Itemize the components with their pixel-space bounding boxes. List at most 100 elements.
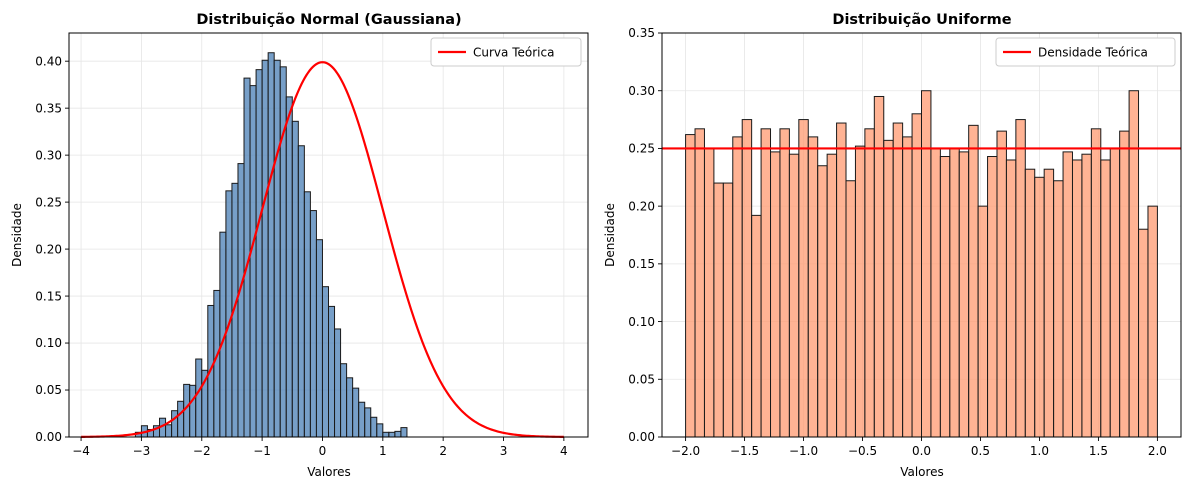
normal-bar-34 bbox=[340, 363, 348, 438]
uniform-ytick-label-6: 0.30 bbox=[628, 84, 655, 98]
normal-ytick-label-3: 0.15 bbox=[35, 289, 62, 303]
uniform-bar-23 bbox=[902, 136, 913, 438]
uniform-bar-38 bbox=[1043, 168, 1055, 438]
uniform-bar-39 bbox=[1053, 180, 1064, 438]
uniform-bar-16 bbox=[836, 122, 847, 438]
uniform-xtick-label-0: −2.0 bbox=[671, 444, 700, 458]
uniform-bar-41 bbox=[1071, 159, 1083, 438]
uniform-bar-32 bbox=[987, 156, 998, 438]
normal-xtick-label-0: −4 bbox=[72, 444, 90, 458]
normal-theoretical-curve bbox=[81, 61, 564, 438]
uniform-xtick-label-2: −1.0 bbox=[789, 444, 818, 458]
uniform-bar-0 bbox=[685, 134, 696, 438]
uniform-bar-19 bbox=[864, 128, 875, 438]
normal-ytick-label-6: 0.30 bbox=[35, 148, 62, 162]
uniform-bar-14 bbox=[817, 165, 828, 438]
uniform-ytick-label-0: 0.00 bbox=[628, 430, 655, 444]
uniform-bar-26 bbox=[930, 147, 941, 438]
uniform-bar-33 bbox=[996, 130, 1007, 438]
normal-bar-26 bbox=[291, 120, 299, 438]
normal-bar-29 bbox=[309, 210, 317, 438]
uniform-xtick-label-5: 0.5 bbox=[971, 444, 990, 458]
normal-bar-41 bbox=[382, 431, 390, 438]
uniform-legend-box bbox=[995, 37, 1176, 67]
uniform-bar-12 bbox=[798, 119, 809, 438]
uniform-ytick-label-1: 0.05 bbox=[628, 372, 655, 386]
uniform-bar-30 bbox=[968, 124, 979, 438]
uniform-bar-49 bbox=[1147, 205, 1158, 438]
uniform-xtick-label-6: 1.0 bbox=[1030, 444, 1049, 458]
normal-bar-9 bbox=[189, 384, 197, 438]
uniform-bar-1 bbox=[694, 128, 705, 438]
uniform-bar-45 bbox=[1109, 147, 1121, 438]
normal-bar-38 bbox=[364, 407, 372, 438]
uniform-bar-18 bbox=[854, 145, 866, 438]
uniform-bar-31 bbox=[977, 205, 989, 438]
uniform-xtick-label-1: −1.5 bbox=[730, 444, 759, 458]
uniform-x-axis-label: Valores bbox=[900, 465, 944, 479]
normal-bar-35 bbox=[346, 377, 354, 438]
uniform-ytick-label-7: 0.35 bbox=[628, 26, 655, 40]
uniform-bar-8 bbox=[760, 128, 772, 438]
normal-xtick-label-7: 3 bbox=[500, 444, 508, 458]
normal-bar-5 bbox=[165, 424, 173, 438]
normal-y-axis-label: Densidade bbox=[10, 203, 24, 267]
uniform-bar-34 bbox=[1005, 159, 1017, 438]
uniform-ytick-label-2: 0.10 bbox=[628, 315, 655, 329]
normal-bar-28 bbox=[303, 191, 311, 438]
uniform-bar-28 bbox=[949, 147, 960, 438]
normal-bar-21 bbox=[261, 59, 269, 438]
uniform-bar-2 bbox=[703, 147, 715, 438]
normal-xtick-label-6: 2 bbox=[439, 444, 447, 458]
normal-distribution-panel: Distribuição Normal (Gaussiana) −4 −3 −2 −1… bbox=[10, 12, 589, 479]
uniform-bar-36 bbox=[1024, 168, 1036, 438]
normal-x-axis-label: Valores bbox=[307, 465, 351, 479]
uniform-bar-9 bbox=[770, 151, 781, 438]
normal-xtick-label-4: 0 bbox=[319, 444, 327, 458]
normal-histogram bbox=[134, 52, 408, 438]
normal-xtick-label-8: 4 bbox=[560, 444, 568, 458]
normal-axes-frame bbox=[68, 32, 589, 438]
uniform-bar-5 bbox=[732, 136, 743, 438]
uniform-bar-4 bbox=[722, 182, 734, 438]
normal-bar-17 bbox=[237, 163, 245, 438]
normal-bar-36 bbox=[352, 387, 360, 438]
uniform-y-axis-label: Densidade bbox=[603, 203, 617, 267]
uniform-bar-7 bbox=[751, 214, 762, 438]
normal-bar-33 bbox=[334, 328, 342, 438]
uniform-bar-29 bbox=[958, 151, 970, 438]
normal-legend-label: Curva Teórica bbox=[473, 46, 554, 60]
normal-bar-37 bbox=[358, 401, 366, 438]
uniform-legend-label: Densidade Teórica bbox=[1038, 46, 1148, 60]
uniform-bar-21 bbox=[883, 139, 894, 438]
normal-bar-40 bbox=[376, 423, 384, 438]
uniform-bar-22 bbox=[892, 122, 904, 438]
normal-xtick-label-3: −1 bbox=[253, 444, 271, 458]
uniform-distribution-panel: Distribuição Uniforme −2.0 −1.5 −1.0 −0.5 0.… bbox=[603, 12, 1182, 479]
normal-bar-30 bbox=[315, 239, 323, 438]
normal-legend-box bbox=[430, 37, 582, 67]
uniform-ticks: −2.0 −1.5 −1.0 −0.5 0.0 0.5 1.0 1.5 2.0 0.00 0.05 0… bbox=[628, 26, 1167, 458]
normal-ytick-label-0: 0.00 bbox=[35, 430, 62, 444]
normal-ytick-label-7: 0.35 bbox=[35, 101, 62, 115]
uniform-bar-17 bbox=[845, 180, 856, 438]
normal-xtick-label-5: 1 bbox=[379, 444, 387, 458]
uniform-bar-6 bbox=[741, 119, 753, 438]
normal-bar-32 bbox=[328, 305, 336, 438]
uniform-bar-24 bbox=[911, 113, 923, 438]
normal-bar-42 bbox=[388, 431, 396, 438]
uniform-bar-13 bbox=[807, 136, 819, 438]
normal-bar-31 bbox=[321, 286, 330, 438]
uniform-bar-42 bbox=[1081, 153, 1092, 438]
uniform-ytick-label-4: 0.20 bbox=[628, 199, 655, 213]
uniform-legend: Densidade Teórica bbox=[995, 37, 1176, 67]
uniform-bar-40 bbox=[1062, 151, 1073, 438]
uniform-ytick-label-3: 0.15 bbox=[628, 257, 655, 271]
normal-bar-15 bbox=[225, 190, 233, 438]
normal-legend: Curva Teórica bbox=[430, 37, 582, 67]
normal-xtick-label-2: −2 bbox=[193, 444, 211, 458]
uniform-xtick-label-7: 1.5 bbox=[1089, 444, 1108, 458]
normal-chart-title: Distribuição Normal (Gaussiana) bbox=[196, 12, 461, 28]
normal-bar-44 bbox=[400, 427, 408, 438]
